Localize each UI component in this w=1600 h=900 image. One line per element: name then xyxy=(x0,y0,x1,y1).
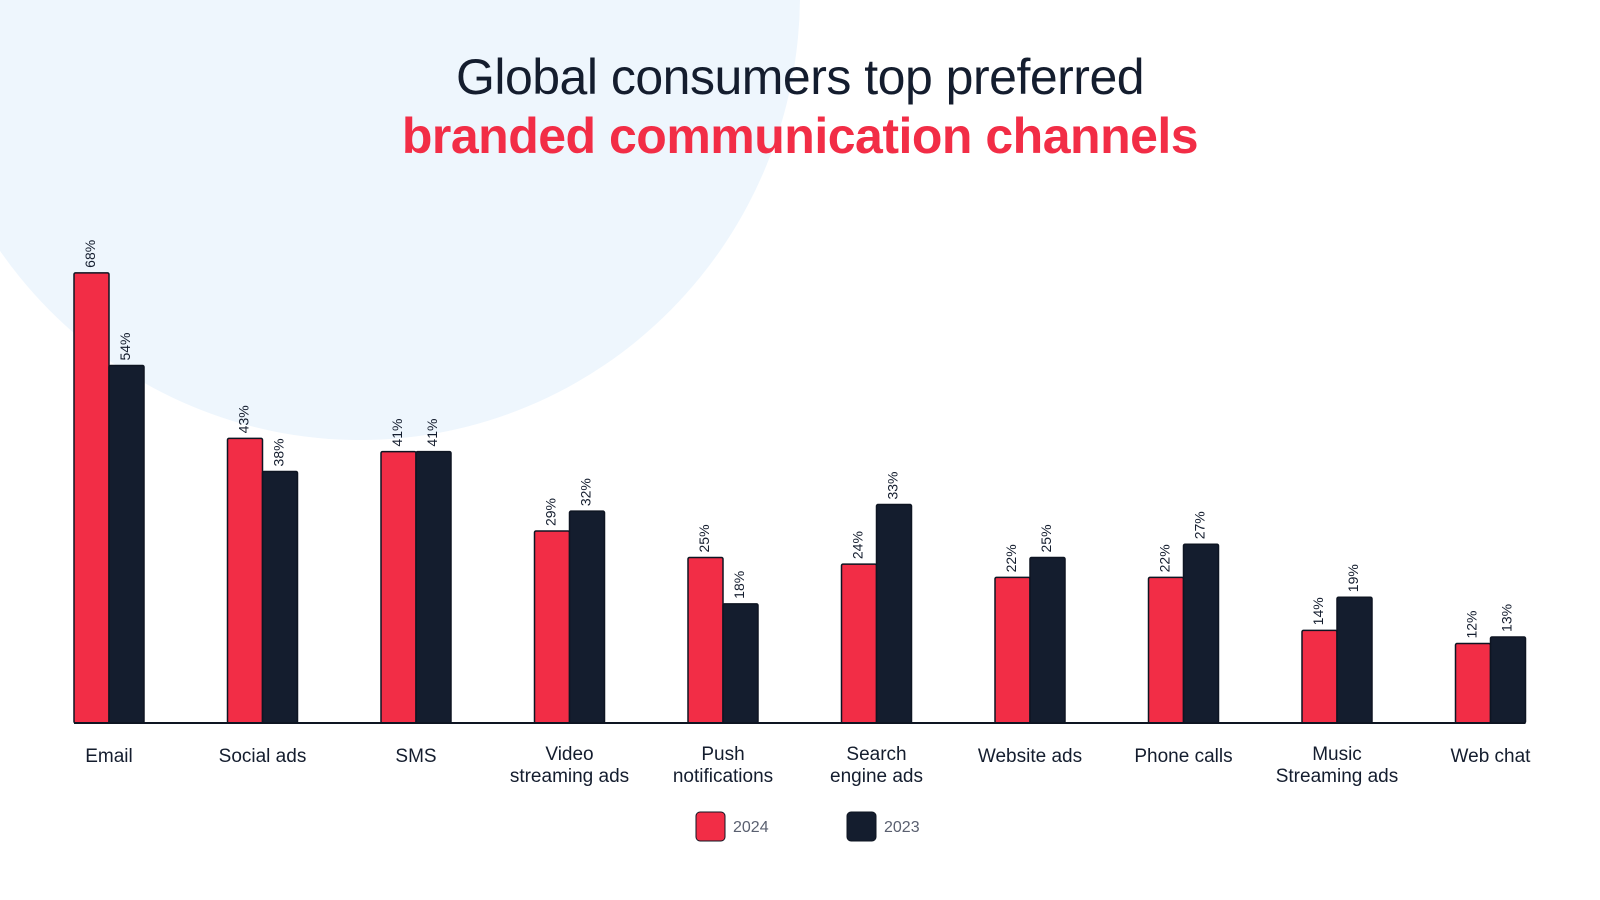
legend-swatch-2023 xyxy=(846,811,877,842)
category-label-line: Music xyxy=(1312,744,1362,765)
bar-2023-6 xyxy=(1029,556,1066,724)
data-label: 24% xyxy=(850,531,866,559)
category-label-line: Website ads xyxy=(978,746,1082,767)
category-label-line: Web chat xyxy=(1451,746,1532,767)
data-label: 38% xyxy=(271,438,287,466)
data-label: 12% xyxy=(1464,611,1480,639)
bar-2024-9 xyxy=(1454,642,1492,724)
title-line-1: Global consumers top preferred xyxy=(455,49,1145,105)
bar-2023-0 xyxy=(108,364,145,724)
category-label-line: streaming ads xyxy=(510,766,629,787)
bar-2023-4 xyxy=(722,603,759,724)
data-label: 43% xyxy=(236,405,252,433)
category-label: Video streaming ads xyxy=(510,744,629,787)
title-line-2: branded communication channels xyxy=(401,108,1199,164)
data-label: 68% xyxy=(82,240,98,268)
category-label-line: Search xyxy=(846,744,906,765)
category-label-line: Video xyxy=(545,744,593,765)
bar-2024-7 xyxy=(1147,576,1185,724)
data-label: 32% xyxy=(578,478,594,506)
bar-2023-9 xyxy=(1489,636,1527,724)
bar-2024-8 xyxy=(1301,629,1338,724)
bar-2024-2 xyxy=(380,450,417,724)
data-label: 22% xyxy=(1003,544,1019,572)
bar-2024-1 xyxy=(226,437,264,724)
data-label: 41% xyxy=(424,419,440,447)
category-label: Phone calls xyxy=(1134,746,1232,767)
bar-2024-0 xyxy=(73,272,110,724)
bar-2024-4 xyxy=(687,556,724,724)
category-label: SMS xyxy=(395,746,436,767)
data-label: 27% xyxy=(1192,511,1208,539)
category-label: Search engine ads xyxy=(830,744,923,787)
bar-2023-8 xyxy=(1336,596,1373,724)
category-label-line: Phone calls xyxy=(1134,746,1232,767)
category-label-line: engine ads xyxy=(830,766,923,787)
data-label: 41% xyxy=(389,419,405,447)
data-label: 25% xyxy=(696,524,712,552)
data-label: 18% xyxy=(731,571,747,599)
category-label-line: Social ads xyxy=(219,746,307,767)
category-label-line: Email xyxy=(85,746,133,767)
category-label: Social ads xyxy=(219,746,307,767)
data-label: 19% xyxy=(1345,564,1361,592)
bar-2023-5 xyxy=(875,503,913,724)
category-label: Website ads xyxy=(978,746,1082,767)
data-label: 13% xyxy=(1499,604,1515,632)
data-label: 54% xyxy=(117,332,133,360)
category-label: Push notifications xyxy=(673,744,773,787)
data-label: 25% xyxy=(1038,524,1054,552)
bar-2023-3 xyxy=(568,510,606,724)
chart-title: Global consumers top preferred branded c… xyxy=(0,48,1600,166)
category-label-line: Streaming ads xyxy=(1276,766,1399,787)
category-label-line: notifications xyxy=(673,766,773,787)
bar-2024-6 xyxy=(994,576,1031,724)
bar-2024-3 xyxy=(533,530,571,724)
bar-2023-2 xyxy=(415,450,452,724)
legend-label-2024: 2024 xyxy=(733,819,769,836)
data-label: 29% xyxy=(543,498,559,526)
category-label: Music Streaming ads xyxy=(1276,744,1399,787)
data-label: 14% xyxy=(1310,597,1326,625)
data-label: 33% xyxy=(885,472,901,500)
category-label-line: SMS xyxy=(395,746,436,767)
category-label: Email xyxy=(85,746,133,767)
legend-swatch-2024 xyxy=(695,811,726,842)
category-label: Web chat xyxy=(1451,746,1532,767)
bar-2023-7 xyxy=(1182,543,1220,724)
legend-label-2023: 2023 xyxy=(884,819,920,836)
bar-2024-5 xyxy=(840,563,878,724)
bar-2023-1 xyxy=(261,470,299,724)
category-label-line: Push xyxy=(701,744,744,765)
data-label: 22% xyxy=(1157,544,1173,572)
